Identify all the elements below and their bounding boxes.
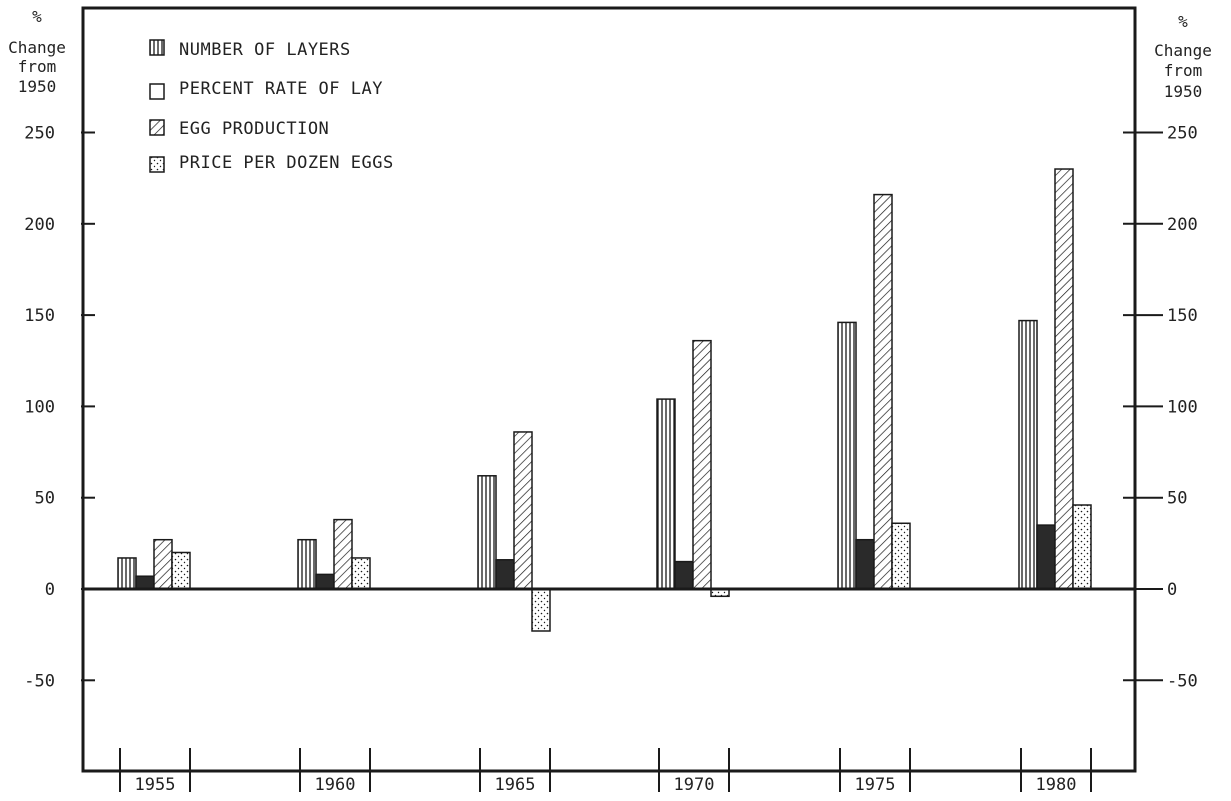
legend-label-egg-production: EGG PRODUCTION [179, 119, 329, 139]
legend-label-price: PRICE PER DOZEN EGGS [179, 153, 394, 173]
y-tick-label-left: 50 [35, 489, 55, 509]
legend: NUMBER OF LAYERS PERCENT RATE OF LAY EGG… [149, 39, 394, 173]
y-tick-label-right: -50 [1167, 671, 1198, 691]
bar-price-per-dozen-eggs-1980 [1072, 504, 1092, 590]
right-axis-title-line-2: Change [1154, 41, 1212, 60]
y-tick-label-right: 50 [1167, 489, 1187, 509]
bar-percent-rate-of-lay-1975 [855, 538, 875, 590]
left-y-axis: 250 200 150 100 50 0 -50 [24, 124, 95, 691]
bar-price-per-dozen-eggs-1965 [531, 588, 551, 632]
bar-number-of-layers-1980 [1018, 319, 1038, 590]
legend-label-rate-of-lay: PERCENT RATE OF LAY [179, 79, 383, 99]
bar-number-of-layers-1975 [837, 321, 857, 590]
bar-egg-production-1960 [333, 518, 353, 590]
bar-egg-production-1975 [873, 193, 893, 590]
left-axis-title-line-3: from [18, 57, 57, 76]
x-category-label: 1955 [135, 775, 176, 795]
bar-percent-rate-of-lay-1970 [674, 560, 694, 590]
x-axis: 1955 1960 1965 1970 1975 1980 [119, 748, 1092, 795]
bar-egg-production-1955 [153, 538, 173, 590]
y-tick-label-left: 100 [24, 397, 55, 417]
y-tick-label-left: 0 [45, 580, 55, 600]
bar-percent-rate-of-lay-1980 [1036, 524, 1056, 590]
right-axis-title-line-1: % [1178, 12, 1188, 31]
right-axis-title-line-3: from [1164, 61, 1203, 80]
bar-price-per-dozen-eggs-1975 [891, 522, 911, 590]
bar-number-of-layers-1955 [117, 557, 137, 590]
legend-swatch-egg-production [149, 119, 165, 136]
y-tick-label-left: 200 [24, 215, 55, 235]
bar-price-per-dozen-eggs-1960 [351, 557, 371, 590]
bar-percent-rate-of-lay-1960 [315, 573, 335, 590]
y-tick-label-left: 250 [24, 124, 55, 144]
y-tick-label-right: 200 [1167, 215, 1198, 235]
right-axis-title-line-4: 1950 [1164, 82, 1203, 101]
x-category-label: 1980 [1036, 775, 1077, 795]
legend-swatch-layers [149, 39, 165, 56]
y-tick-label-right: 100 [1167, 397, 1198, 417]
bar-egg-production-1965 [513, 431, 533, 590]
y-tick-label-right: 250 [1167, 124, 1198, 144]
bar-percent-rate-of-lay-1955 [135, 575, 155, 590]
y-tick-label-left: -50 [24, 671, 55, 691]
legend-swatch-rate-of-lay [149, 83, 165, 100]
x-category-label: 1970 [674, 775, 715, 795]
x-category-label: 1965 [495, 775, 536, 795]
bar-egg-production-1980 [1054, 168, 1074, 590]
y-tick-label-right: 0 [1167, 580, 1177, 600]
bar-number-of-layers-1965 [477, 475, 497, 590]
left-axis-title-line-4: 1950 [18, 77, 57, 96]
bar-price-per-dozen-eggs-1955 [171, 551, 191, 590]
bar-percent-rate-of-lay-1965 [495, 559, 515, 590]
legend-label-layers: NUMBER OF LAYERS [179, 40, 351, 60]
bar-egg-production-1970 [692, 339, 712, 590]
x-category-label: 1960 [315, 775, 356, 795]
bar-number-of-layers-1970 [656, 398, 676, 590]
left-axis-title-line-2: Change [8, 38, 66, 57]
right-y-axis: 250 200 150 100 50 0 -50 [1123, 124, 1198, 691]
bars [117, 168, 1092, 632]
left-axis-title-line-1: % [32, 7, 42, 26]
x-category-label: 1975 [855, 775, 896, 795]
plot-frame [81, 6, 1137, 773]
y-tick-label-left: 150 [24, 306, 55, 326]
bar-number-of-layers-1960 [297, 538, 317, 590]
legend-swatch-price [149, 156, 165, 173]
y-tick-label-right: 150 [1167, 306, 1198, 326]
